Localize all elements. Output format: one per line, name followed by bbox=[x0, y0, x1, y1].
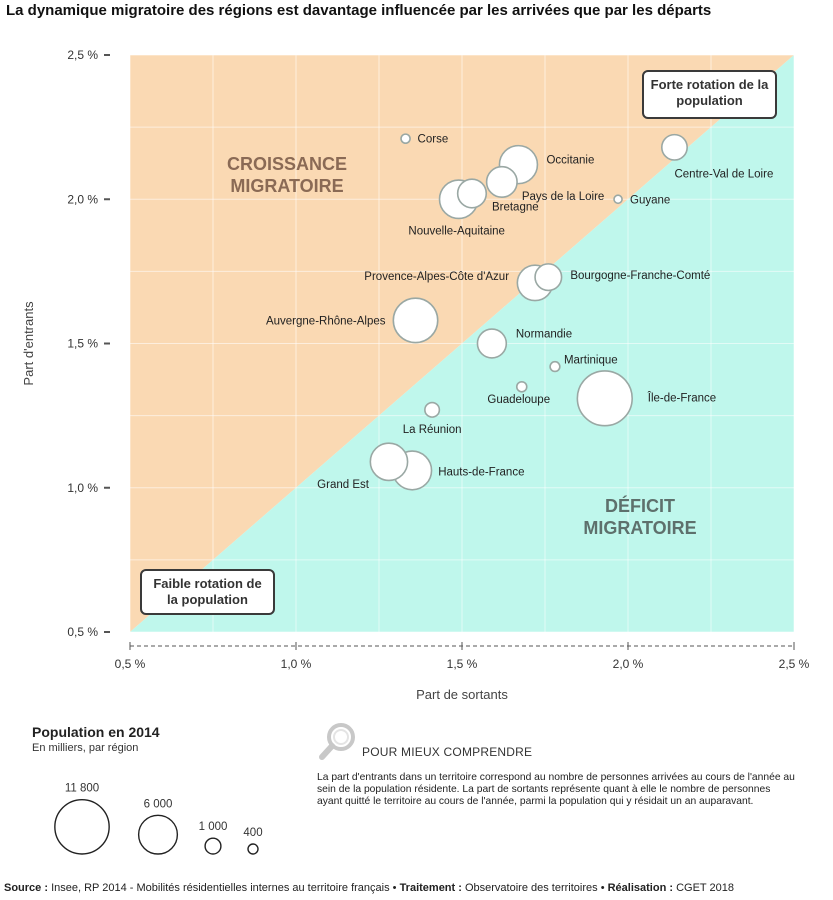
source-line: Source : Insee, RP 2014 - Mobilités rési… bbox=[4, 882, 734, 894]
y-tick-label: 1,0 % bbox=[67, 481, 98, 495]
bubble-martinique bbox=[549, 360, 561, 373]
legend-circle bbox=[247, 843, 259, 855]
bubble-label: Nouvelle-Aquitaine bbox=[408, 225, 505, 237]
legend-title: Population en 2014 bbox=[32, 724, 160, 740]
bubble-label: Occitanie bbox=[546, 155, 594, 167]
bubble-auvergne-rh-ne-alpes bbox=[392, 297, 439, 344]
bubble-label: Guadeloupe bbox=[487, 394, 550, 406]
annotation-line: population bbox=[676, 93, 742, 108]
annotation-box bbox=[140, 569, 275, 615]
legend-value-label: 6 000 bbox=[144, 798, 173, 810]
bubble-label: Grand Est bbox=[317, 479, 370, 491]
source-label: Source : bbox=[4, 882, 49, 894]
bubble-label: Auvergne-Rhône-Alpes bbox=[266, 315, 386, 327]
source-text: Insee, RP 2014 - Mobilités résidentielle… bbox=[48, 882, 400, 894]
x-tick-label: 0,5 % bbox=[115, 657, 146, 671]
x-axis-title: Part de sortants bbox=[416, 687, 508, 702]
magnifier-icon bbox=[319, 723, 355, 760]
bubble-label: Martinique bbox=[564, 355, 618, 367]
x-tick-label: 2,5 % bbox=[779, 657, 810, 671]
legend-circle bbox=[137, 814, 179, 855]
size-legend: 11 800 6 000 1 000 400 bbox=[54, 783, 263, 855]
zone-label-deficit-line: DÉFICIT bbox=[605, 495, 675, 516]
scatter-chart: 0,5 % 0,5 % 1,0 % 1,0 % 1,5 % 1,5 % 2,0 % 2,0 %… bbox=[21, 48, 810, 702]
bubble-label: Corse bbox=[418, 134, 449, 146]
realisation-label: Réalisation : bbox=[607, 882, 674, 894]
y-tick-label: 2,5 % bbox=[67, 48, 98, 62]
bubble-guadeloupe bbox=[515, 380, 528, 393]
zone-label-growth: CROISSANCE MIGRATOIRE bbox=[227, 154, 347, 196]
annotation-boxes: Forte rotation de la population Faible rot… bbox=[140, 70, 777, 615]
info-title: POUR MIEUX COMPRENDRE bbox=[362, 745, 533, 759]
x-tick-label: 1,0 % bbox=[281, 657, 312, 671]
y-tick-label: 2,0 % bbox=[67, 192, 98, 206]
bubble-label: La Réunion bbox=[403, 424, 462, 436]
legend-value-label: 11 800 bbox=[65, 783, 99, 795]
bubble-label: Centre-Val de Loire bbox=[674, 168, 773, 180]
zone-label-deficit-line: MIGRATOIRE bbox=[583, 518, 696, 538]
annotation-line: Faible rotation de bbox=[153, 576, 261, 591]
bubble-bourgogne-franche-comt- bbox=[534, 263, 563, 292]
bubble-label: Bretagne bbox=[492, 201, 539, 213]
bubble-centre-val-de-loire bbox=[660, 133, 688, 161]
bubble-label: Île-de-France bbox=[647, 391, 716, 404]
zone-label-deficit: DÉFICIT MIGRATOIRE bbox=[583, 495, 696, 538]
legend-value-label: 400 bbox=[243, 827, 262, 839]
zone-label-growth-line: MIGRATOIRE bbox=[230, 176, 343, 196]
y-axis-title: Part d'entrants bbox=[21, 301, 36, 386]
y-tick-label: 0,5 % bbox=[67, 625, 98, 639]
bubble-label: Normandie bbox=[516, 329, 572, 341]
legend-circle bbox=[54, 798, 110, 855]
traitement-text: Observatoire des territoires • bbox=[461, 882, 608, 894]
annotation-line: la population bbox=[167, 592, 248, 607]
bubble-grand-est bbox=[369, 442, 409, 482]
y-tick-label: 1,5 % bbox=[67, 337, 98, 351]
bubble-guyane bbox=[613, 194, 623, 205]
bubble-la-r-union bbox=[424, 401, 441, 418]
bubble-normandie bbox=[476, 328, 508, 359]
info-text: La part d'entrants dans un territoire co… bbox=[317, 772, 795, 807]
bubble-label: Bourgogne-Franche-Comté bbox=[570, 270, 710, 282]
annotation-line: Forte rotation de la bbox=[651, 77, 770, 92]
annotation-text: Faible rotation de la population bbox=[153, 576, 261, 607]
x-tick-label: 1,5 % bbox=[447, 657, 478, 671]
chart-title: La dynamique migratoire des régions est … bbox=[6, 2, 712, 19]
annotation-text: Forte rotation de la population bbox=[651, 77, 770, 108]
bubble-label: Guyane bbox=[630, 194, 670, 206]
legend-subtitle: En milliers, par région bbox=[32, 742, 139, 754]
zone-label-growth-line: CROISSANCE bbox=[227, 154, 347, 174]
annotation-box bbox=[642, 70, 777, 119]
legend-circle bbox=[204, 837, 222, 855]
bubble-bretagne bbox=[456, 178, 488, 209]
chart-grid bbox=[129, 54, 795, 633]
data-bubbles bbox=[369, 133, 688, 491]
bubble-pays-de-la-loire bbox=[485, 165, 518, 198]
bubble-label: Pays de la Loire bbox=[522, 191, 604, 203]
bubble-label: Hauts-de-France bbox=[438, 466, 524, 478]
bubble-corse bbox=[400, 133, 411, 145]
bubble--le-de-france bbox=[576, 370, 633, 427]
bubble-label: Provence-Alpes-Côte d'Azur bbox=[364, 271, 509, 283]
traitement-label: Traitement : bbox=[399, 882, 462, 894]
legend-value-label: 1 000 bbox=[199, 821, 228, 833]
x-tick-label: 2,0 % bbox=[613, 657, 644, 671]
chart-axes: 0,5 % 0,5 % 1,0 % 1,0 % 1,5 % 1,5 % 2,0 % 2,0 %… bbox=[21, 48, 810, 702]
realisation-text: CGET 2018 bbox=[673, 882, 734, 894]
